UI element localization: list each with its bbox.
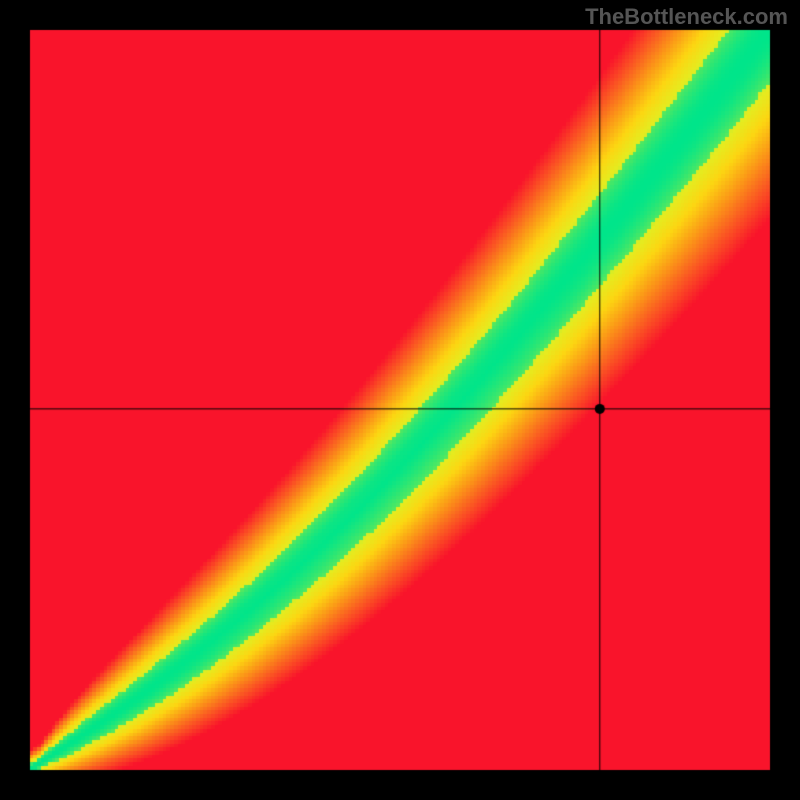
watermark-text: TheBottleneck.com [585,4,788,30]
bottleneck-heatmap [0,0,800,800]
